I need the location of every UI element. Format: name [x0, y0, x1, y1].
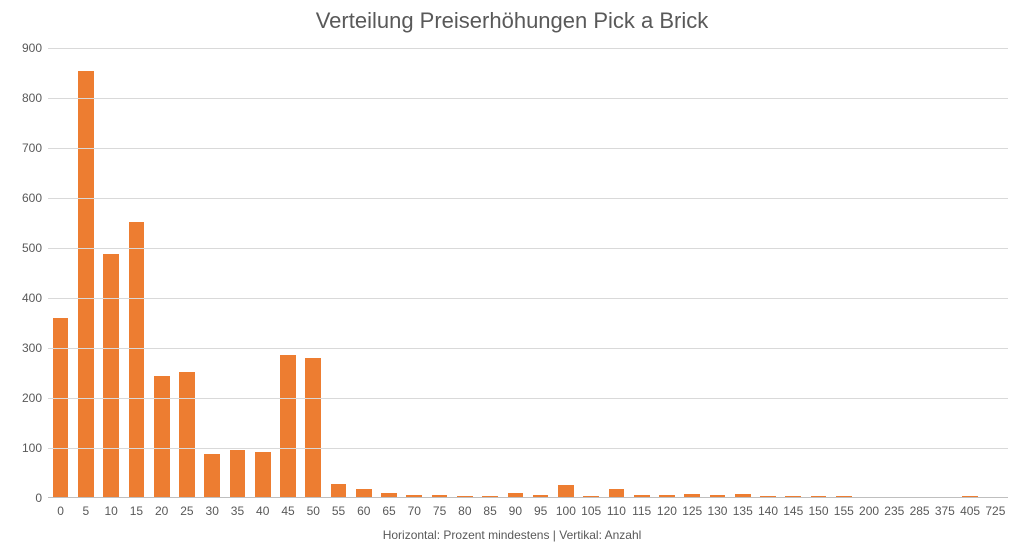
bar: [179, 372, 195, 499]
bar: [129, 222, 145, 498]
x-tick-label: 200: [859, 504, 879, 518]
grid-line: [48, 398, 1008, 399]
x-tick-label: 15: [130, 504, 143, 518]
x-tick-label: 100: [556, 504, 576, 518]
x-tick-label: 115: [632, 504, 651, 518]
y-tick-label: 100: [4, 441, 42, 455]
x-tick-label: 725: [985, 504, 1005, 518]
x-tick-label: 85: [483, 504, 496, 518]
bar: [103, 254, 119, 498]
x-tick-label: 130: [707, 504, 727, 518]
x-tick-label: 40: [256, 504, 269, 518]
x-tick-label: 35: [231, 504, 244, 518]
x-tick-label: 0: [57, 504, 64, 518]
x-tick-label: 95: [534, 504, 547, 518]
x-tick-label: 75: [433, 504, 446, 518]
x-tick-label: 60: [357, 504, 370, 518]
x-tick-label: 5: [83, 504, 90, 518]
bar: [305, 358, 321, 498]
x-tick-label: 70: [408, 504, 421, 518]
y-tick-label: 500: [4, 241, 42, 255]
x-tick-label: 45: [281, 504, 294, 518]
chart-container: Verteilung Preiserhöhungen Pick a Brick …: [0, 0, 1024, 552]
grid-line: [48, 48, 1008, 49]
x-tick-label: 405: [960, 504, 980, 518]
y-tick-label: 200: [4, 391, 42, 405]
bar: [230, 450, 246, 499]
x-tick-label: 140: [758, 504, 778, 518]
y-tick-label: 600: [4, 191, 42, 205]
x-tick-label: 135: [733, 504, 753, 518]
bar: [280, 355, 296, 498]
plot-area: 0100200300400500600700800900051015202530…: [48, 48, 1008, 498]
x-tick-label: 150: [809, 504, 829, 518]
grid-line: [48, 348, 1008, 349]
x-tick-label: 105: [581, 504, 601, 518]
x-tick-label: 235: [884, 504, 904, 518]
bar: [204, 454, 220, 499]
x-tick-label: 20: [155, 504, 168, 518]
y-tick-label: 400: [4, 291, 42, 305]
grid-line: [48, 98, 1008, 99]
x-axis-title: Horizontal: Prozent mindestens | Vertika…: [0, 528, 1024, 542]
x-tick-label: 155: [834, 504, 854, 518]
x-tick-label: 65: [382, 504, 395, 518]
x-tick-label: 90: [509, 504, 522, 518]
x-tick-label: 25: [180, 504, 193, 518]
bar: [53, 318, 69, 498]
x-tick-label: 110: [607, 504, 626, 518]
grid-line: [48, 298, 1008, 299]
grid-line: [48, 148, 1008, 149]
bars-layer: [48, 48, 1008, 498]
bar: [558, 485, 574, 499]
y-tick-label: 700: [4, 141, 42, 155]
grid-line: [48, 198, 1008, 199]
bar: [78, 71, 94, 499]
y-tick-label: 300: [4, 341, 42, 355]
bar: [255, 452, 271, 499]
chart-title: Verteilung Preiserhöhungen Pick a Brick: [0, 8, 1024, 34]
x-axis-line: [48, 497, 1008, 498]
x-tick-label: 285: [910, 504, 930, 518]
x-tick-label: 50: [307, 504, 320, 518]
grid-line: [48, 448, 1008, 449]
x-tick-label: 125: [682, 504, 702, 518]
x-tick-label: 120: [657, 504, 677, 518]
grid-line: [48, 248, 1008, 249]
y-tick-label: 0: [4, 491, 42, 505]
y-tick-label: 900: [4, 41, 42, 55]
x-tick-label: 55: [332, 504, 345, 518]
bar: [331, 484, 347, 499]
x-tick-label: 10: [104, 504, 117, 518]
x-tick-label: 375: [935, 504, 955, 518]
x-tick-label: 30: [206, 504, 219, 518]
y-tick-label: 800: [4, 91, 42, 105]
x-tick-label: 145: [783, 504, 803, 518]
x-tick-label: 80: [458, 504, 471, 518]
bar: [154, 376, 170, 499]
